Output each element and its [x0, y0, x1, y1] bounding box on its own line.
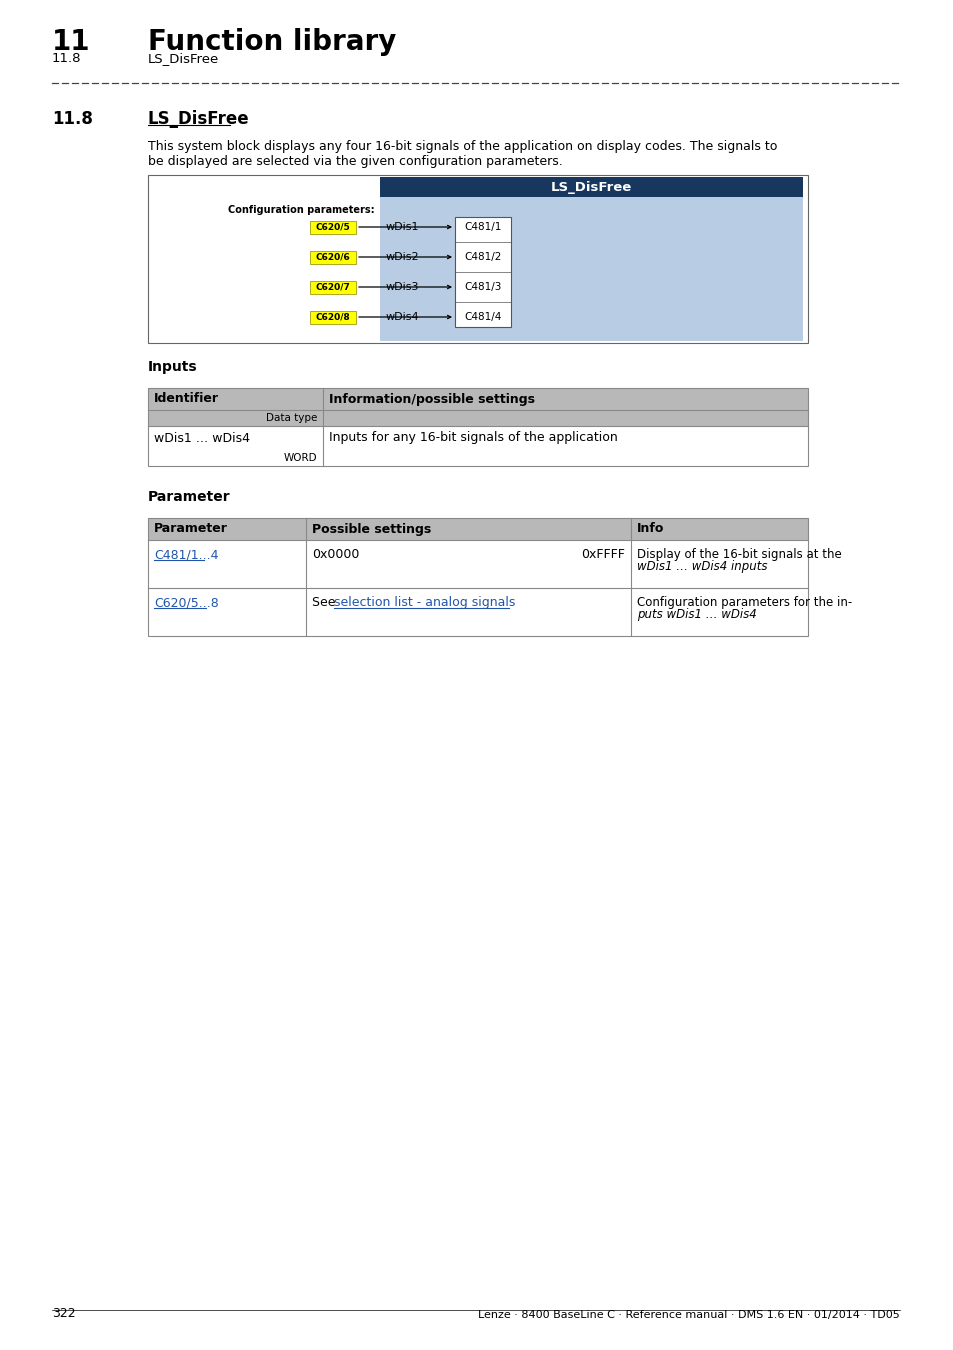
Text: LS_DisFree: LS_DisFree: [550, 181, 632, 193]
Bar: [310, 310, 355, 324]
Bar: [310, 281, 355, 293]
Text: wDis4: wDis4: [386, 312, 419, 323]
Text: puts wDis1 … wDis4: puts wDis1 … wDis4: [637, 608, 756, 621]
Text: Parameter: Parameter: [148, 490, 231, 504]
Text: wDis1 … wDis4 inputs: wDis1 … wDis4 inputs: [637, 560, 767, 572]
Bar: [148, 518, 807, 540]
Bar: [310, 220, 355, 234]
Bar: [310, 251, 355, 263]
Text: C620/5...8: C620/5...8: [153, 595, 218, 609]
Text: C481/3: C481/3: [464, 282, 501, 292]
Bar: [148, 427, 807, 450]
Bar: [148, 450, 807, 466]
Text: Information/possible settings: Information/possible settings: [329, 393, 535, 405]
Text: LS_DisFree: LS_DisFree: [148, 109, 250, 128]
Text: C620/8: C620/8: [315, 312, 350, 321]
Text: LS_DisFree: LS_DisFree: [148, 53, 219, 65]
Text: Inputs: Inputs: [148, 360, 197, 374]
Bar: [379, 177, 802, 197]
Text: wDis1: wDis1: [386, 221, 419, 232]
Text: C481/2: C481/2: [464, 252, 501, 262]
Text: Inputs for any 16-bit signals of the application: Inputs for any 16-bit signals of the app…: [329, 432, 618, 444]
Text: Parameter: Parameter: [153, 522, 228, 536]
Text: C620/6: C620/6: [315, 252, 350, 262]
Text: C620/5: C620/5: [315, 223, 350, 231]
Text: wDis2: wDis2: [386, 252, 419, 262]
Text: be displayed are selected via the given configuration parameters.: be displayed are selected via the given …: [148, 155, 562, 167]
Text: 0xFFFF: 0xFFFF: [580, 548, 624, 562]
Text: Identifier: Identifier: [153, 393, 219, 405]
Text: Info: Info: [637, 522, 663, 536]
Bar: [148, 589, 807, 636]
Bar: [379, 177, 802, 342]
Text: 0x0000: 0x0000: [312, 548, 359, 562]
Text: Function library: Function library: [148, 28, 395, 55]
Text: C620/7: C620/7: [315, 282, 350, 292]
Text: 11: 11: [52, 28, 91, 55]
Text: Display of the 16-bit signals at the: Display of the 16-bit signals at the: [637, 548, 841, 562]
Text: 11.8: 11.8: [52, 109, 92, 128]
Text: Data type: Data type: [265, 413, 316, 423]
Text: See: See: [312, 595, 339, 609]
Text: Possible settings: Possible settings: [312, 522, 431, 536]
Text: Configuration parameters for the in-: Configuration parameters for the in-: [637, 595, 851, 609]
Bar: [148, 518, 807, 636]
Bar: [148, 387, 807, 466]
Text: Configuration parameters:: Configuration parameters:: [228, 205, 375, 215]
Bar: [148, 176, 807, 343]
Text: C481/1...4: C481/1...4: [153, 548, 218, 562]
Bar: [148, 540, 807, 589]
Text: This system block displays any four 16-bit signals of the application on display: This system block displays any four 16-b…: [148, 140, 777, 153]
Bar: [455, 217, 511, 327]
Text: Lenze · 8400 BaseLine C · Reference manual · DMS 1.6 EN · 01/2014 · TD05: Lenze · 8400 BaseLine C · Reference manu…: [477, 1310, 899, 1320]
Text: wDis1 … wDis4: wDis1 … wDis4: [153, 432, 250, 444]
Text: 322: 322: [52, 1307, 75, 1320]
Bar: [148, 387, 807, 410]
Bar: [148, 410, 807, 427]
Text: C481/1: C481/1: [464, 221, 501, 232]
Text: C481/4: C481/4: [464, 312, 501, 323]
Text: WORD: WORD: [283, 454, 316, 463]
Text: selection list - analog signals: selection list - analog signals: [334, 595, 515, 609]
Text: 11.8: 11.8: [52, 53, 81, 65]
Text: wDis3: wDis3: [386, 282, 419, 292]
